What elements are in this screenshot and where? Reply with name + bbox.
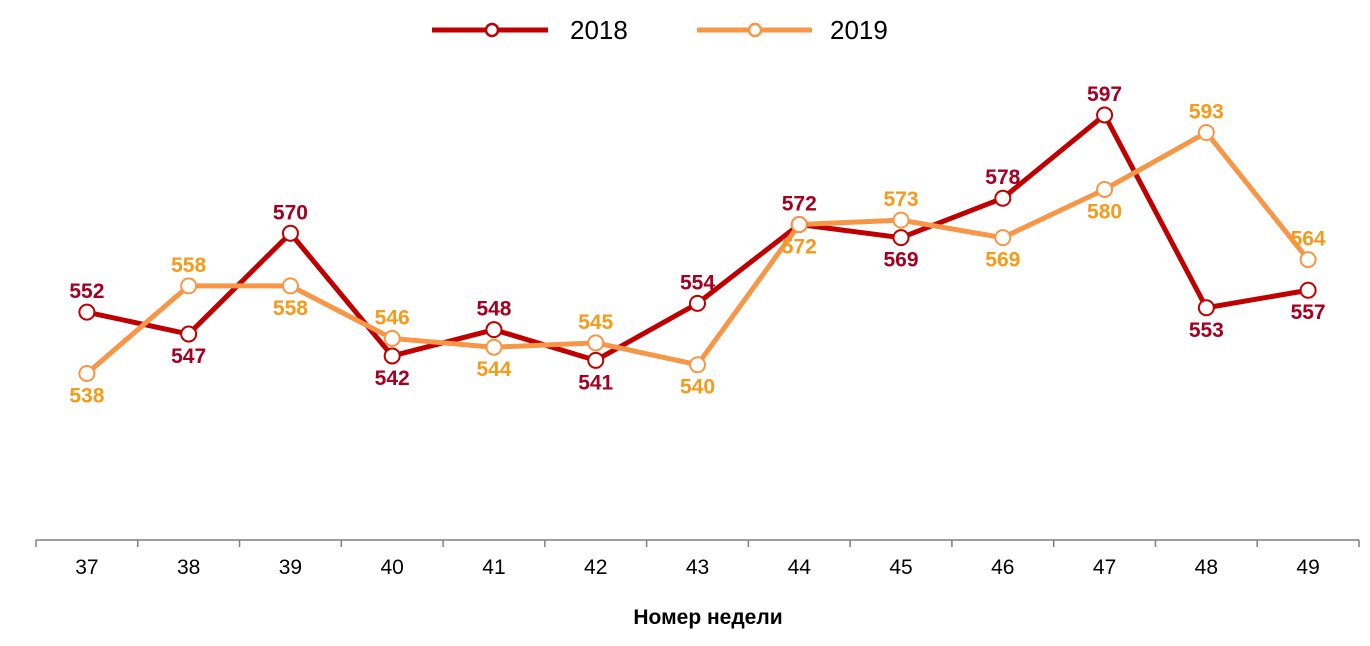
data-label-2018: 569 (884, 249, 919, 272)
series-line-2018 (86, 112, 1309, 363)
data-point-2018 (689, 294, 706, 312)
data-point-2018 (78, 303, 96, 321)
x-tick-label: 49 (1296, 556, 1319, 579)
data-label-2018: 557 (1291, 301, 1326, 324)
data-label-2019: 593 (1189, 100, 1224, 123)
data-label-2019: 545 (578, 311, 613, 334)
legend-label-2018: 2018 (570, 15, 628, 45)
data-point-2018 (281, 224, 299, 242)
x-tick-label: 39 (279, 556, 302, 579)
data-label-2019: 538 (69, 384, 104, 407)
data-point-2019 (485, 338, 503, 356)
data-label-2019: 564 (1291, 228, 1326, 251)
data-point-2019 (790, 216, 808, 234)
data-point-2018 (892, 229, 910, 247)
data-label-2018: 547 (171, 345, 206, 368)
data-label-2018: 553 (1189, 319, 1224, 342)
data-point-2019 (892, 211, 910, 229)
data-labels: 552 538 547 558 570 558 542 546 548 544 541 545 554 5… (69, 83, 1326, 408)
data-point-2018 (1299, 281, 1317, 299)
x-tick-label: 43 (686, 556, 709, 579)
data-point-2018 (485, 321, 503, 339)
legend-marker-2018 (484, 22, 500, 38)
data-label-2019: 540 (680, 376, 715, 399)
data-label-2018: 541 (578, 371, 613, 394)
data-point-2019 (1096, 180, 1114, 198)
legend: 2018 2019 (432, 15, 888, 45)
data-point-2018 (994, 189, 1012, 207)
x-axis-title: Номер недели (633, 606, 782, 629)
data-label-2019: 546 (375, 306, 410, 329)
data-label-2019: 558 (273, 297, 308, 320)
x-tick-label: 46 (991, 556, 1014, 579)
x-tick-label: 37 (75, 556, 98, 579)
data-label-2018: 597 (1087, 83, 1122, 106)
data-label-2018: 578 (985, 166, 1020, 189)
data-label-2019: 580 (1087, 200, 1122, 223)
x-tick-label: 47 (1093, 556, 1116, 579)
data-label-2018: 542 (375, 367, 410, 390)
x-axis: 37 38 39 40 41 42 43 44 45 46 47 48 49 (35, 539, 1360, 579)
data-point-2019 (994, 229, 1012, 247)
x-tick-label: 48 (1195, 556, 1218, 579)
data-label-2019: 544 (476, 358, 511, 381)
x-tick-label: 42 (584, 556, 607, 579)
data-point-2018 (1096, 106, 1114, 124)
data-point-2018 (1197, 299, 1215, 317)
data-point-2018 (180, 325, 198, 343)
x-tick-label: 41 (482, 556, 505, 579)
data-point-2019 (1197, 123, 1215, 141)
data-label-2019: 572 (782, 236, 817, 259)
x-tick-label: 44 (788, 556, 812, 579)
data-point-2019 (383, 329, 401, 347)
series-lines (78, 106, 1317, 382)
data-point-2018 (383, 347, 401, 365)
data-label-2018: 554 (680, 271, 715, 294)
data-label-2018: 572 (782, 193, 817, 216)
data-point-2019 (281, 277, 299, 295)
data-label-2019: 573 (884, 188, 919, 211)
data-label-2018: 552 (69, 280, 104, 303)
data-point-2019 (180, 277, 198, 295)
data-point-2019 (689, 356, 706, 374)
data-point-2019 (587, 334, 605, 352)
data-label-2018: 548 (476, 298, 511, 321)
legend-label-2019: 2019 (830, 15, 888, 45)
data-point-2018 (587, 351, 605, 369)
x-tick-label: 40 (381, 556, 404, 579)
x-tick-label: 45 (889, 556, 912, 579)
x-tick-label: 38 (177, 556, 200, 579)
data-point-2019 (78, 364, 96, 382)
data-label-2019: 558 (171, 254, 206, 277)
data-label-2018: 570 (273, 201, 308, 224)
legend-marker-2019 (747, 22, 763, 38)
data-label-2019: 569 (985, 249, 1020, 272)
data-point-2019 (1299, 251, 1317, 269)
